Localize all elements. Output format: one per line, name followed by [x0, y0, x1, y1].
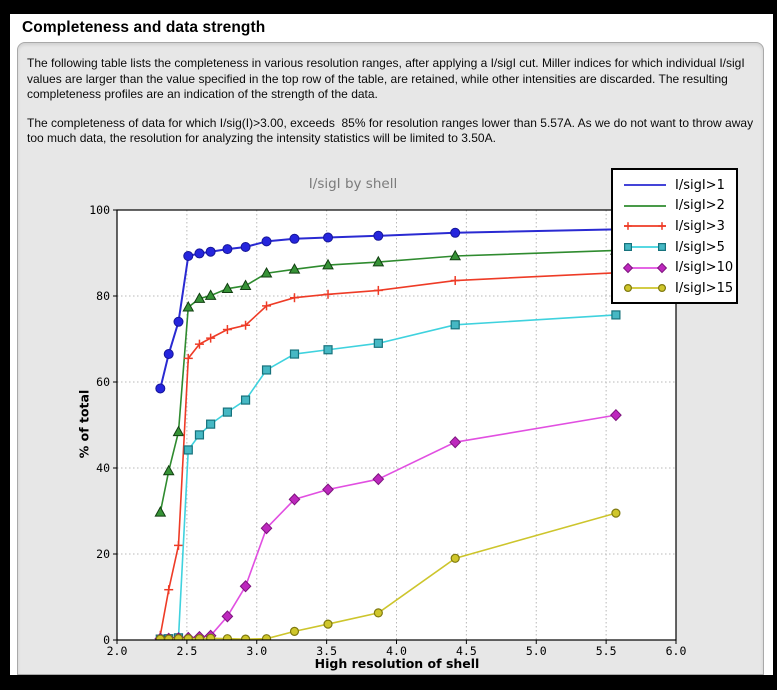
legend-item: I/sigI>3 [622, 216, 736, 237]
legend-line-sample [624, 222, 666, 231]
intro-paragraph-1: The following table lists the completene… [27, 56, 749, 101]
intro-paragraph-2: The completeness of data for which I/sig… [27, 115, 757, 146]
legend-item: I/sigI>2 [622, 196, 736, 217]
legend-line-sample [624, 204, 666, 207]
legend-line-sample [623, 284, 666, 293]
legend-label: I/sigI>2 [675, 198, 725, 214]
legend-item: I/sigI>5 [622, 237, 736, 258]
legend-line-sample [624, 184, 666, 187]
legend-item: I/sigI>1 [622, 175, 736, 196]
legend-item: I/sigI>15 [622, 278, 736, 299]
legend-label: I/sigI>3 [675, 218, 725, 234]
legend-label: I/sigI>10 [675, 260, 734, 276]
legend-line-sample [623, 243, 666, 252]
legend-item: I/sigI>10 [622, 257, 736, 278]
legend-label: I/sigI>1 [675, 177, 725, 193]
page-title: Completeness and data strength [22, 19, 266, 36]
content-panel: The following table lists the completene… [17, 42, 764, 675]
plot-legend: I/sigI>1 I/sigI>2 I/sigI>3 I/sigI>5 I/sigI>1… [611, 168, 738, 304]
intro-text: The following table lists the completene… [27, 43, 758, 147]
legend-label: I/sigI>5 [675, 239, 725, 255]
legend-line-sample [622, 262, 668, 273]
page: Completeness and data strength The follo… [10, 14, 773, 675]
legend-label: I/sigI>15 [675, 280, 734, 296]
